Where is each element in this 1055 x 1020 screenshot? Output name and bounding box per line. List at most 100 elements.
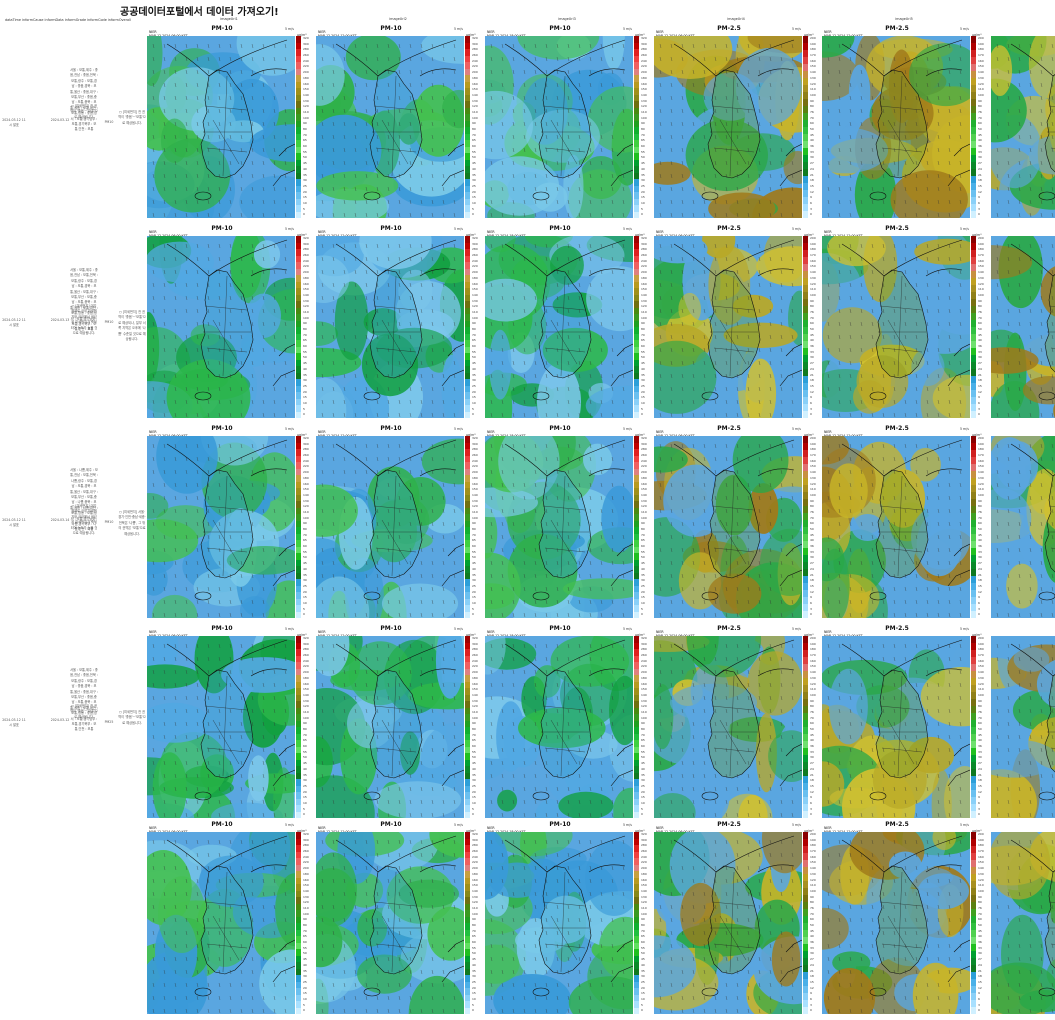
concentration-map [485, 36, 633, 218]
scale-tick-label: 120 [978, 82, 984, 86]
color-scale-segment [971, 71, 976, 78]
scale-tick-label: 220 [641, 264, 647, 268]
scale-tick-label: 180 [303, 76, 309, 80]
scale-tick-label: 15 [303, 595, 307, 599]
concentration-map [654, 236, 802, 418]
color-scale-segment [803, 383, 808, 390]
scale-tick-label: 10 [472, 401, 476, 405]
color-scale-segment [803, 390, 808, 397]
map-area [485, 436, 633, 618]
scale-tick-label: 30 [978, 355, 982, 359]
scale-tick-label: 130 [978, 76, 984, 80]
inform-date-cell: 2024-03-13 [50, 318, 70, 323]
scale-tick-label: 21 [810, 573, 814, 577]
scale-tick-label: 140 [303, 93, 309, 97]
scale-tick-label: 20 [472, 590, 476, 594]
scale-tick-label: 80 [810, 104, 814, 108]
color-scale-segment [803, 162, 808, 169]
scale-tick-label: 5 [472, 207, 474, 211]
scale-tick-label: 36 [978, 544, 982, 548]
scale-tick-label: 110 [641, 110, 647, 114]
color-scale-segment [971, 162, 976, 169]
color-scale-segment [971, 43, 976, 50]
scale-tick-label: 140 [303, 493, 309, 497]
color-scale-segment [803, 78, 808, 85]
scale-tick-label: 50 [472, 355, 476, 359]
scale-tick-label: 180 [641, 76, 647, 80]
color-scale-segment [803, 299, 808, 306]
scale-tick-label: 100 [978, 93, 984, 97]
scale-tick-label: 10 [641, 201, 645, 205]
scale-tick-label: 90 [810, 99, 814, 103]
scale-tick-label: 45 [978, 533, 982, 537]
scale-tick-label: 120 [472, 504, 478, 508]
scale-tick-label: 320 [472, 236, 478, 240]
scale-tick-label: 110 [303, 310, 309, 314]
scale-tick-label: 60 [472, 344, 476, 348]
color-scale-segment [803, 411, 808, 418]
scale-tick-label: 140 [472, 293, 478, 297]
color-scale-bar [803, 36, 808, 218]
scale-tick-label: 110 [472, 110, 478, 114]
scale-tick-label: 60 [810, 321, 814, 325]
scale-tick-label: 200 [472, 70, 478, 74]
scale-tick-label: 120 [472, 304, 478, 308]
scale-tick-label: 240 [303, 59, 309, 63]
color-scale-segment [971, 313, 976, 320]
inform-date-cell: 2024-03-12 [50, 718, 70, 723]
color-scale-bar [803, 236, 808, 418]
scale-tick-label: 45 [978, 133, 982, 137]
scale-tick-label: 15 [810, 384, 814, 388]
scale-tick-label: 70 [303, 133, 307, 137]
color-scale-segment [971, 320, 976, 327]
scale-tick-label: 150 [472, 487, 478, 491]
scale-tick-label: 33 [978, 150, 982, 154]
scale-tick-label: 33 [978, 550, 982, 554]
color-scale-segment [971, 541, 976, 548]
scale-tick-label: 36 [978, 344, 982, 348]
scale-tick-label: 3 [978, 207, 980, 211]
wind-scale-label: 5 m/s [285, 27, 294, 31]
scale-tick-label: 280 [641, 247, 647, 251]
scale-tick-label: 15 [810, 184, 814, 188]
scale-tick-label: 18 [810, 578, 814, 582]
scale-tick-label: 160 [472, 82, 478, 86]
scale-tick-label: 18 [810, 178, 814, 182]
color-scale-segment [971, 569, 976, 576]
scale-tick-label: 190 [810, 442, 816, 446]
scale-tick-label: 15 [641, 595, 645, 599]
color-scale-segment [803, 113, 808, 120]
scale-tick-label: 190 [978, 242, 984, 246]
color-scale-segment [971, 204, 976, 211]
scale-tick-label: 60 [810, 521, 814, 525]
color-scale-segment [465, 412, 470, 419]
wind-scale-label: 5 m/s [960, 27, 969, 31]
scale-tick-label: 50 [472, 155, 476, 159]
scale-tick-label: 80 [303, 127, 307, 131]
scale-tick-label: 160 [978, 59, 984, 63]
scale-tick-label: 90 [641, 121, 645, 125]
scale-tick-label: 140 [978, 270, 984, 274]
color-scale-segment [634, 212, 639, 219]
color-scale-segment [971, 36, 976, 43]
scale-tick-label: 50 [472, 555, 476, 559]
scale-tick-label: 5 [472, 407, 474, 411]
color-scale-bar [634, 36, 639, 218]
scale-tick-label: 5 [641, 207, 643, 211]
color-scale-segment [803, 183, 808, 190]
scale-tick-label: 320 [303, 36, 309, 40]
scale-tick-label: 21 [978, 173, 982, 177]
scale-tick-label: 200 [303, 470, 309, 474]
scale-tick-label: 0 [641, 212, 643, 216]
color-scale-segment [971, 278, 976, 285]
concentration-patch [1006, 564, 1038, 609]
inform-code-cell: PM10 [99, 120, 119, 125]
wind-scale-label: 5 m/s [960, 227, 969, 231]
scale-tick-label: 36 [810, 544, 814, 548]
scale-tick-label: 180 [810, 247, 816, 251]
map-area [316, 36, 464, 218]
scale-tick-label: 120 [303, 504, 309, 508]
scale-tick-label: 90 [641, 521, 645, 525]
color-scale-segment [971, 611, 976, 618]
